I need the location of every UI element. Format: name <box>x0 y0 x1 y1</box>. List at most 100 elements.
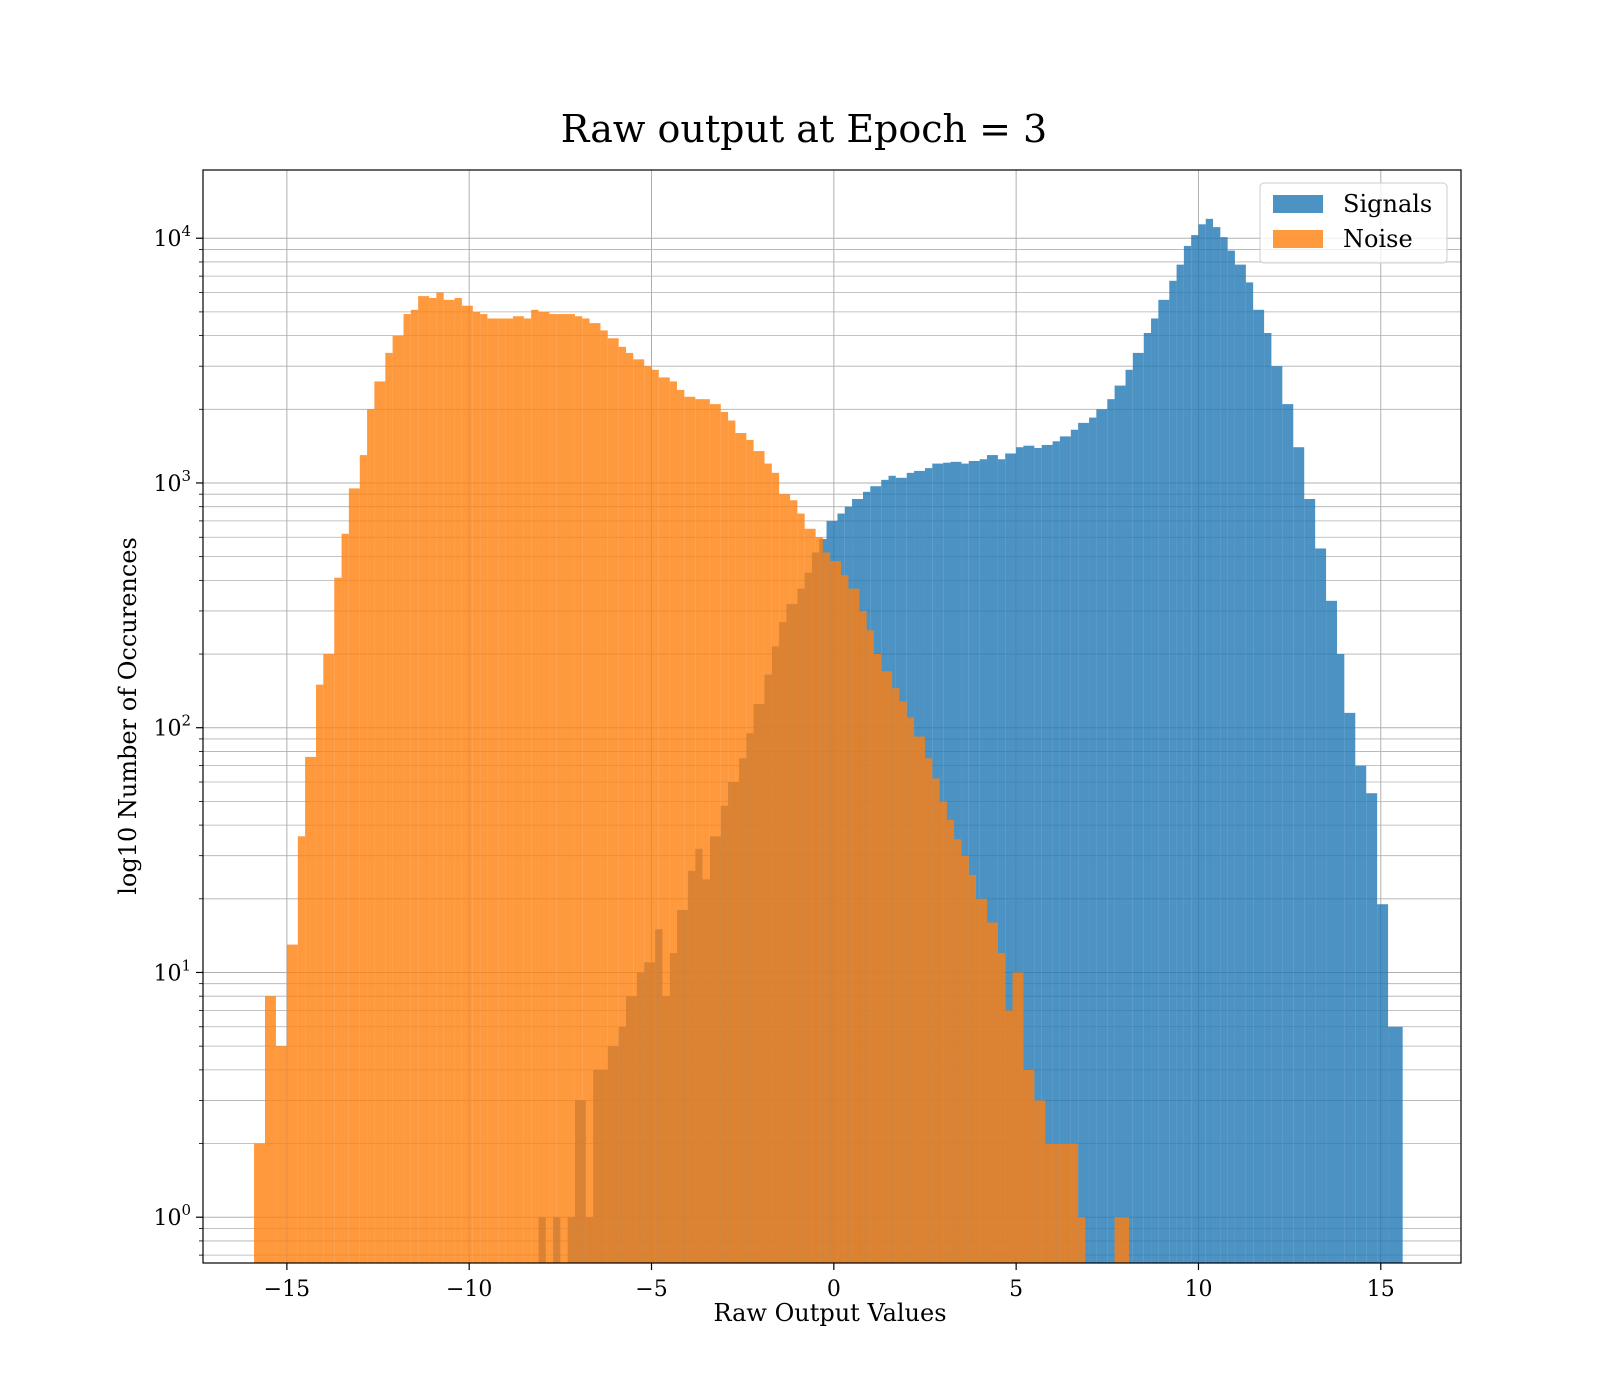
noise-bar <box>797 513 805 1263</box>
signals-bar <box>1041 444 1053 1263</box>
noise-bar <box>848 588 860 1263</box>
noise-bar <box>531 309 539 1263</box>
noise-bar <box>779 494 791 1263</box>
signals-bar <box>1245 282 1254 1263</box>
noise-bar <box>790 500 798 1263</box>
signals-bar <box>1271 366 1283 1263</box>
noise-bar <box>695 399 703 1263</box>
legend-label-noise: Noise <box>1343 225 1413 253</box>
signals-bar <box>655 929 663 1263</box>
noise-bar <box>932 778 940 1263</box>
noise-bar <box>505 318 513 1264</box>
noise-bar <box>600 330 608 1263</box>
x-tick-label: −10 <box>446 1277 492 1302</box>
signals-bar <box>1198 224 1206 1263</box>
noise-bar <box>1034 1100 1046 1263</box>
noise-bar <box>684 396 696 1263</box>
legend-swatch-signals <box>1273 195 1323 213</box>
signals-bar <box>1264 332 1272 1263</box>
noise-bar <box>1056 1143 1068 1263</box>
noise-bar <box>523 318 532 1264</box>
noise-bar <box>644 366 652 1263</box>
signals-bar <box>1078 422 1090 1263</box>
noise-bar <box>418 296 430 1263</box>
noise-bar <box>1012 972 1024 1263</box>
noise-bar <box>859 610 867 1263</box>
signals-bar <box>1220 237 1228 1263</box>
signals-bar <box>1016 447 1024 1264</box>
noise-bar <box>841 575 849 1263</box>
noise-bar <box>1005 1010 1013 1263</box>
noise-bar <box>385 352 393 1263</box>
signals-bar <box>1114 385 1126 1264</box>
noise-bar <box>374 381 386 1263</box>
noise-bar <box>574 316 583 1263</box>
noise-bar <box>392 335 404 1263</box>
x-tick-label: 15 <box>1367 1277 1395 1302</box>
signals-bar <box>1337 654 1345 1263</box>
noise-bar <box>924 758 933 1263</box>
noise-bar <box>735 433 747 1263</box>
signals-bar <box>968 460 980 1264</box>
noise-bar <box>1045 1143 1057 1263</box>
histogram-bars <box>254 218 1403 1264</box>
noise-bar <box>512 316 524 1263</box>
legend-swatch-noise <box>1273 230 1323 248</box>
noise-bar <box>651 369 659 1263</box>
noise-bar <box>892 688 900 1263</box>
noise-bar <box>264 996 276 1263</box>
noise-bar <box>582 318 590 1264</box>
noise-bar <box>914 736 925 1263</box>
signals-bar <box>986 455 998 1264</box>
signals-bar <box>1388 1026 1403 1263</box>
noise-bar <box>633 359 645 1264</box>
noise-bar <box>334 577 342 1263</box>
x-tick-label: −15 <box>264 1277 310 1302</box>
signals-bar <box>1282 404 1294 1263</box>
signals-bar <box>1052 441 1060 1263</box>
signals-bar <box>1107 399 1115 1263</box>
noise-bar <box>436 292 444 1263</box>
signals-bar <box>1059 436 1071 1263</box>
x-tick-label: 10 <box>1184 1277 1212 1302</box>
signals-bar <box>1326 600 1338 1263</box>
noise-bar <box>804 528 816 1263</box>
noise-bar <box>607 338 619 1263</box>
signals-bar <box>1143 332 1152 1263</box>
y-tick-label: 102 <box>153 712 191 742</box>
signals-bar <box>1023 445 1035 1263</box>
chart-title: Raw output at Epoch = 3 <box>561 107 1047 151</box>
noise-bar <box>461 305 473 1264</box>
noise-bar <box>1114 1217 1122 1263</box>
noise-bar <box>367 409 375 1263</box>
signals-bar <box>1176 264 1184 1263</box>
signals-bar <box>1293 447 1305 1264</box>
noise-bar <box>348 488 360 1263</box>
x-tick-label: 0 <box>827 1277 841 1302</box>
signals-bar <box>1096 409 1108 1263</box>
signals-bar <box>997 459 1006 1263</box>
noise-bar <box>410 309 419 1263</box>
noise-bar <box>275 1046 287 1263</box>
signals-bar <box>979 459 987 1263</box>
legend: Signals Noise <box>1259 182 1448 264</box>
y-tick-label: 100 <box>153 1201 191 1231</box>
noise-bar <box>305 756 317 1263</box>
signals-bar <box>1132 352 1144 1263</box>
noise-bar <box>976 898 987 1263</box>
signals-bar <box>1205 218 1214 1264</box>
noise-bar <box>997 953 1006 1263</box>
y-tick-label: 103 <box>153 467 191 497</box>
signals-bar <box>1169 280 1177 1263</box>
noise-bar <box>429 297 437 1264</box>
noise-bar <box>1067 1143 1079 1263</box>
noise-bar <box>753 451 765 1263</box>
signals-bar <box>1366 793 1378 1263</box>
signals-bar <box>1070 429 1079 1263</box>
noise-bar <box>323 654 335 1263</box>
noise-bar <box>677 389 685 1263</box>
noise-bar <box>1078 1217 1086 1263</box>
noise-bar <box>316 684 324 1263</box>
signals-bar <box>1089 417 1097 1264</box>
